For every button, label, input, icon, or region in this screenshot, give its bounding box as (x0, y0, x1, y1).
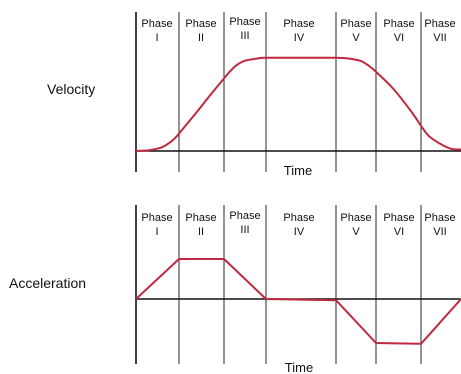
acceleration-phase-1-numeral: I (155, 226, 158, 238)
velocity-phase-7-label: Phase (424, 18, 455, 30)
acceleration-phase-6-label: Phase (383, 212, 414, 224)
velocity-phase-4-numeral: IV (294, 32, 305, 44)
velocity-series-line (135, 56, 461, 152)
velocity-phase-6-numeral: VI (394, 32, 404, 44)
acceleration-phase-6-numeral: VI (394, 226, 404, 238)
velocity-phase-5-numeral: V (352, 32, 360, 44)
velocity-phase-2-numeral: II (198, 32, 204, 44)
velocity-phase-7-numeral: VII (433, 32, 446, 44)
acceleration-phase-2-label: Phase (185, 212, 216, 224)
velocity-phase-3-label: Phase (229, 16, 260, 28)
acceleration-phase-3-numeral: III (240, 224, 249, 236)
velocity-phase-2-label: Phase (185, 18, 216, 30)
velocity-ylabel: Velocity (47, 81, 95, 97)
acceleration-phase-labels: Phase I Phase II Phase III Phase IV Phas… (141, 210, 455, 238)
acceleration-ylabel: Acceleration (9, 275, 86, 291)
acceleration-phase-3-label: Phase (229, 210, 260, 222)
velocity-phase-4-label: Phase (283, 18, 314, 30)
velocity-phase-labels: Phase I Phase II Phase III Phase IV Phas… (141, 16, 455, 44)
velocity-phase-5-label: Phase (340, 18, 371, 30)
velocity-panel: Velocity Phase I Phase II Phase III Phas… (47, 12, 461, 178)
acceleration-xlabel: Time (285, 360, 313, 374)
velocity-phase-3-numeral: III (240, 30, 249, 42)
acceleration-phase-4-numeral: IV (294, 226, 305, 238)
acceleration-phase-7-label: Phase (424, 212, 455, 224)
acceleration-panel: Acceleration Phase I Phase II Phase III … (9, 205, 461, 374)
acceleration-series-line (135, 258, 461, 345)
velocity-phase-1-numeral: I (155, 32, 158, 44)
acceleration-phase-2-numeral: II (198, 226, 204, 238)
velocity-xlabel: Time (284, 163, 312, 178)
acceleration-phase-4-label: Phase (283, 212, 314, 224)
acceleration-phase-5-label: Phase (340, 212, 371, 224)
acceleration-phase-dividers (135, 205, 422, 364)
acceleration-phase-7-numeral: VII (433, 226, 446, 238)
velocity-phase-1-label: Phase (141, 18, 172, 30)
acceleration-phase-1-label: Phase (141, 212, 172, 224)
velocity-phase-dividers (135, 12, 422, 172)
acceleration-phase-5-numeral: V (352, 226, 360, 238)
velocity-phase-6-label: Phase (383, 18, 414, 30)
